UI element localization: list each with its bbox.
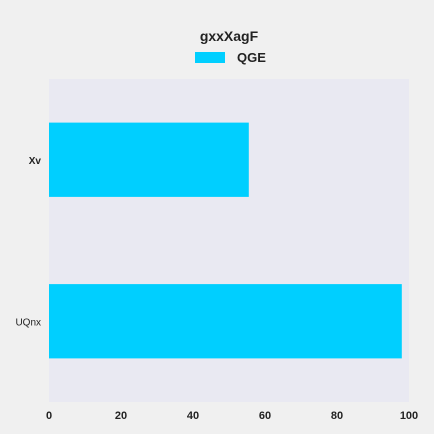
x-tick-label-0: 0 [46,410,52,422]
legend-label: QGE [237,50,266,65]
legend: gxxXagF QGE [195,28,266,65]
bars [49,122,402,359]
category-labels: Xv UQnx [15,156,41,329]
x-axis-ticks: 0 20 40 60 80 100 [46,410,418,422]
category-label-uqnx: UQnx [15,317,41,328]
bar-xv [49,122,249,197]
x-tick-label-80: 80 [331,410,343,422]
x-tick-label-40: 40 [187,410,199,422]
x-tick-label-60: 60 [259,410,271,422]
bar-uqnx [49,284,402,359]
legend-swatch [195,52,225,63]
x-tick-label-20: 20 [115,410,127,422]
category-label-xv: Xv [29,156,42,167]
x-tick-label-100: 100 [400,410,418,422]
legend-title: gxxXagF [200,28,259,44]
